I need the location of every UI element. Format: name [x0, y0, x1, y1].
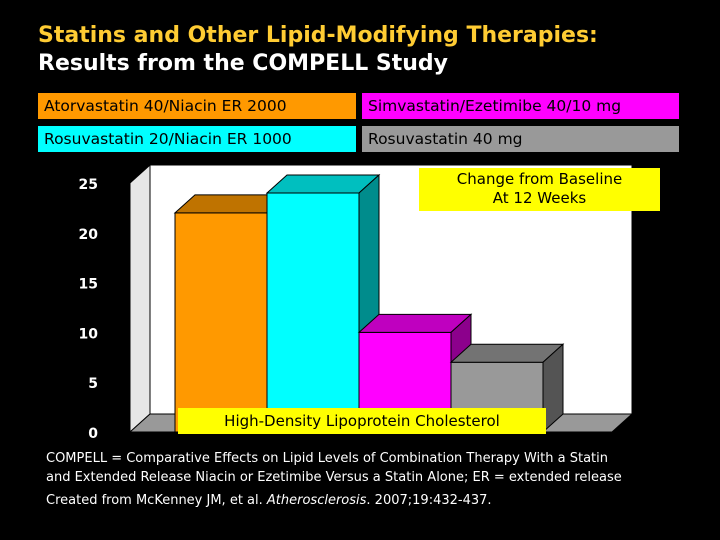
legend-item-rosuvastatin-40: Rosuvastatin 40 mg [362, 126, 679, 152]
footnote-line-1: COMPELL = Comparative Effects on Lipid L… [46, 451, 608, 466]
title-line-2: Results from the COMPELL Study [38, 51, 449, 76]
chart-label-box: Change from Baseline At 12 Weeks [419, 168, 660, 211]
y-tick-label-1: 5 [88, 376, 98, 392]
y-tick-label-3: 15 [79, 277, 98, 293]
y-tick-label-4: 20 [79, 227, 99, 243]
bar-front-1 [266, 192, 360, 433]
y-tick-label-5: 25 [79, 177, 98, 193]
bar-front-0 [174, 212, 268, 433]
legend-item-simvastatin: Simvastatin/Ezetimibe 40/10 mg [362, 93, 679, 119]
chart-label-line-1: Change from Baseline [456, 170, 623, 188]
source-suffix: . 2007;19:432-437. [366, 493, 492, 508]
footnote: COMPELL = Comparative Effects on Lipid L… [46, 449, 622, 487]
legend-item-atorvastatin: Atorvastatin 40/Niacin ER 2000 [38, 93, 356, 119]
x-axis-label: High-Density Lipoprotein Cholesterol [178, 408, 546, 434]
slide-title: Statins and Other Lipid-Modifying Therap… [38, 22, 598, 78]
y-tick-label-2: 10 [79, 326, 99, 342]
footnote-line-2: and Extended Release Niacin or Ezetimibe… [46, 470, 622, 485]
source-citation: Created from McKenney JM, et al. Atheros… [46, 493, 492, 508]
chart-side-wall [129, 163, 151, 434]
y-tick-label-0: 0 [88, 426, 98, 442]
chart-label-line-2: At 12 Weeks [492, 189, 587, 207]
title-line-1: Statins and Other Lipid-Modifying Therap… [38, 23, 598, 48]
legend-item-rosuvastatin-niacin: Rosuvastatin 20/Niacin ER 1000 [38, 126, 356, 152]
source-journal: Atherosclerosis [266, 493, 367, 508]
source-prefix: Created from McKenney JM, et al. [46, 493, 267, 508]
